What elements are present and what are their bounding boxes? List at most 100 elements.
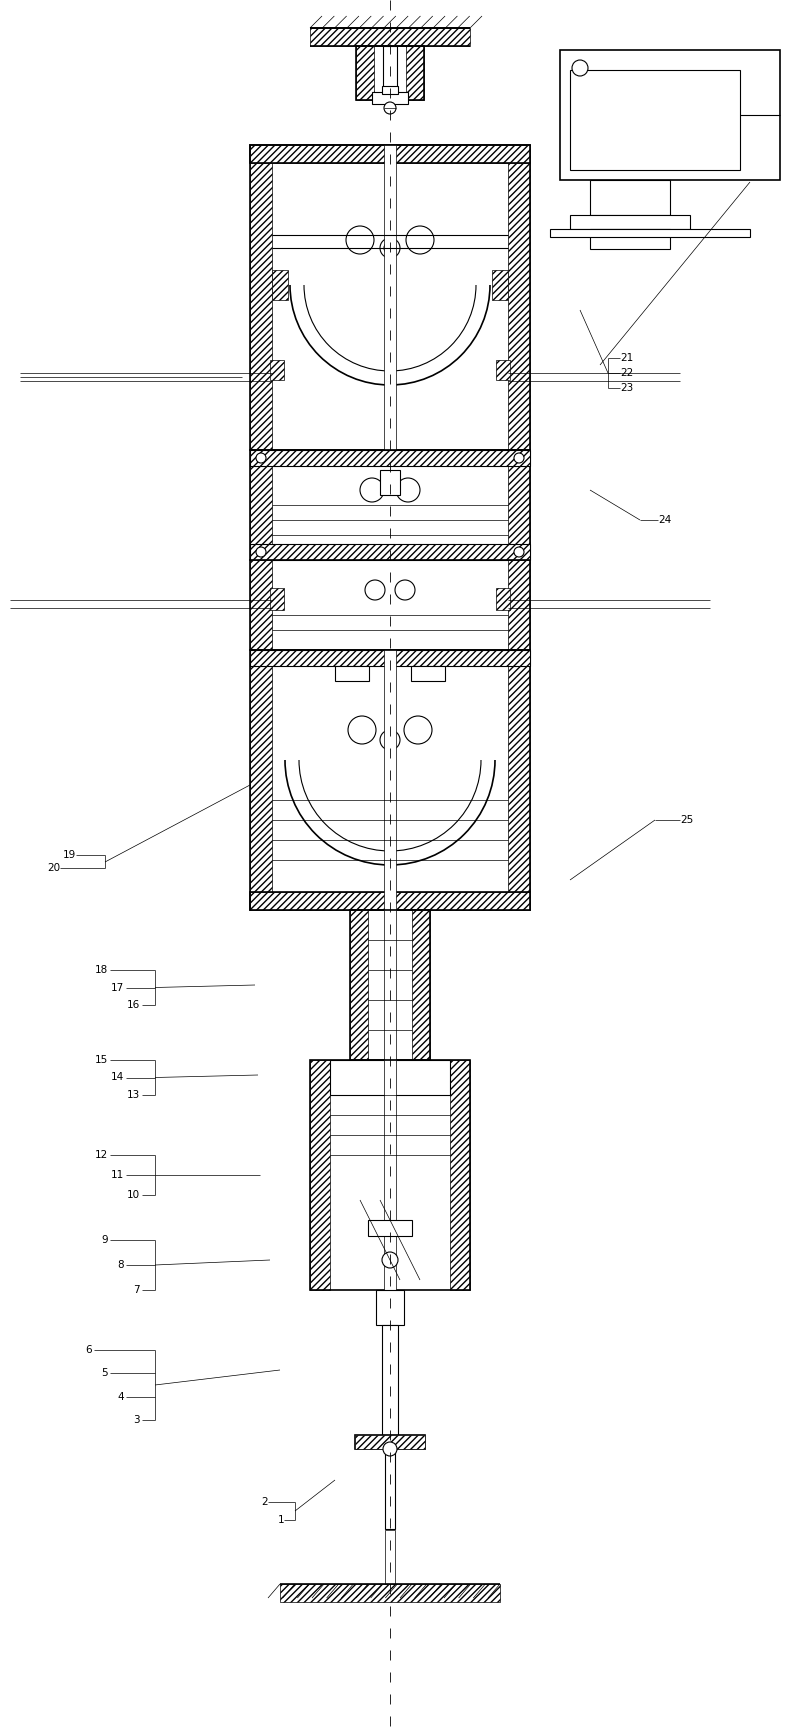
Bar — [250, 145, 530, 163]
Bar — [570, 214, 690, 228]
Text: 8: 8 — [117, 1260, 124, 1271]
Circle shape — [572, 61, 588, 76]
Bar — [350, 909, 368, 1060]
Bar — [250, 450, 530, 467]
Bar — [310, 1060, 330, 1290]
Circle shape — [360, 477, 384, 501]
Bar — [335, 666, 369, 681]
Bar — [250, 560, 272, 650]
Circle shape — [395, 579, 415, 600]
Text: 12: 12 — [95, 1150, 108, 1160]
Circle shape — [365, 579, 385, 600]
Text: 19: 19 — [63, 851, 76, 859]
Circle shape — [514, 453, 524, 463]
Circle shape — [384, 102, 396, 114]
Bar — [270, 360, 284, 380]
Bar — [310, 1060, 470, 1290]
Bar — [250, 650, 530, 909]
Circle shape — [382, 1252, 398, 1267]
Text: 2: 2 — [261, 1497, 268, 1508]
Bar — [496, 360, 510, 380]
Bar — [450, 1060, 470, 1290]
Text: 4: 4 — [117, 1392, 124, 1402]
Bar — [250, 650, 530, 666]
Text: 10: 10 — [127, 1190, 140, 1200]
Bar — [272, 270, 288, 301]
Circle shape — [256, 546, 266, 557]
Bar — [385, 1530, 395, 1584]
Circle shape — [256, 453, 266, 463]
Bar — [406, 47, 424, 100]
Circle shape — [383, 1442, 397, 1456]
Circle shape — [514, 546, 524, 557]
Bar — [550, 228, 750, 237]
Bar — [508, 450, 530, 560]
Bar — [356, 47, 374, 100]
Bar — [250, 450, 530, 467]
Bar — [250, 145, 530, 450]
Text: 9: 9 — [101, 1235, 108, 1245]
Bar — [250, 892, 530, 909]
Bar — [384, 909, 396, 1060]
Bar — [250, 450, 530, 560]
Bar — [590, 180, 670, 214]
Bar — [384, 1060, 396, 1290]
Text: 6: 6 — [86, 1345, 92, 1356]
Text: 3: 3 — [133, 1414, 140, 1425]
Bar — [250, 545, 530, 560]
Bar — [250, 145, 530, 163]
Bar — [496, 588, 510, 610]
Text: 7: 7 — [133, 1285, 140, 1295]
Bar — [570, 69, 740, 169]
Bar — [270, 588, 284, 610]
Bar — [382, 1324, 398, 1435]
Bar — [372, 92, 408, 104]
Bar — [384, 145, 396, 450]
Bar — [590, 228, 670, 249]
Text: 16: 16 — [127, 999, 140, 1010]
Bar — [250, 450, 272, 560]
Bar — [280, 1584, 500, 1603]
Text: 17: 17 — [111, 982, 124, 992]
Text: 15: 15 — [95, 1055, 108, 1065]
Text: 25: 25 — [680, 814, 693, 825]
Bar — [250, 650, 272, 909]
Bar — [508, 145, 530, 450]
Text: 18: 18 — [95, 965, 108, 975]
Text: 21: 21 — [620, 353, 633, 363]
Circle shape — [406, 226, 434, 254]
Text: 11: 11 — [111, 1171, 124, 1179]
Circle shape — [380, 730, 400, 750]
Text: 24: 24 — [658, 515, 671, 526]
Text: 22: 22 — [620, 368, 633, 379]
Bar — [250, 892, 530, 909]
Bar — [382, 86, 398, 93]
Bar — [250, 650, 530, 666]
Circle shape — [396, 477, 420, 501]
Text: 14: 14 — [111, 1072, 124, 1082]
Bar — [356, 47, 424, 100]
Text: 20: 20 — [47, 863, 60, 873]
Bar — [376, 1290, 404, 1324]
Bar — [310, 28, 470, 47]
Bar — [383, 47, 397, 100]
Text: 5: 5 — [101, 1368, 108, 1378]
Text: 23: 23 — [620, 384, 633, 392]
Bar — [330, 1060, 450, 1094]
Bar — [385, 1449, 395, 1528]
Bar — [492, 270, 508, 301]
Text: 13: 13 — [127, 1089, 140, 1100]
Circle shape — [384, 242, 396, 254]
Text: 1: 1 — [277, 1515, 284, 1525]
Bar — [508, 560, 530, 650]
Bar — [250, 145, 272, 450]
Bar — [350, 909, 430, 1060]
Bar — [355, 1435, 425, 1449]
Bar — [355, 1435, 425, 1449]
Bar — [368, 1221, 412, 1236]
Bar — [380, 470, 400, 494]
Bar — [508, 650, 530, 909]
Circle shape — [380, 239, 400, 258]
Bar — [411, 666, 445, 681]
Circle shape — [348, 716, 376, 743]
